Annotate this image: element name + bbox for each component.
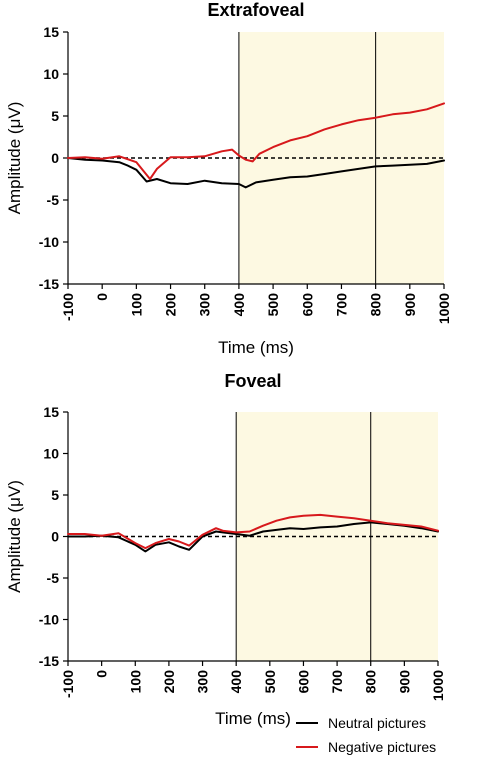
y-tick-label--15: -15 <box>39 276 59 292</box>
series-line-negative-pictures <box>67 513 439 550</box>
y-tick-label--10: -10 <box>39 612 59 628</box>
x-tick-label-1000: 1000 <box>430 670 446 701</box>
x-tick-label-0: 0 <box>94 293 110 301</box>
x-tick-label-0: 0 <box>94 670 110 678</box>
x-tick-label-100: 100 <box>127 670 143 694</box>
y-tick-label-5: 5 <box>51 487 59 503</box>
x-tick-label-300: 300 <box>197 293 213 317</box>
y-tick-label-0: 0 <box>51 150 59 166</box>
x-tick-label--100: -100 <box>60 670 76 698</box>
y-tick-label--5: -5 <box>47 570 60 586</box>
x-tick-label-900: 900 <box>396 670 412 694</box>
x-tick-label-1000: 1000 <box>436 293 452 324</box>
x-tick-label-500: 500 <box>265 293 281 317</box>
y-tick-label-10: 10 <box>43 66 59 82</box>
y-tick-label-0: 0 <box>51 529 59 545</box>
x-tick-label-800: 800 <box>363 670 379 694</box>
legend-label-negative-pictures: Negative pictures <box>328 739 436 755</box>
series-line-neutral-pictures <box>67 521 439 553</box>
y-tick-label-15: 15 <box>43 24 59 40</box>
x-tick-label-700: 700 <box>329 670 345 694</box>
x-tick-label-800: 800 <box>368 293 384 317</box>
chart-foveal: Foveal 15 10 5 0 -5 -10 -15-100 0 100 200 300 400 500… <box>5 371 446 728</box>
legend: Neutral pictures Negative pictures <box>296 715 436 755</box>
chart-title: Extrafoveal <box>207 0 304 20</box>
x-tick-label-100: 100 <box>128 293 144 317</box>
x-tick-label-600: 600 <box>299 293 315 317</box>
x-tick-label--100: -100 <box>60 293 76 321</box>
x-tick-label-700: 700 <box>333 293 349 317</box>
legend-label-neutral-pictures: Neutral pictures <box>328 715 426 731</box>
y-tick-label--5: -5 <box>47 192 60 208</box>
x-tick-label-600: 600 <box>295 670 311 694</box>
chart-title: Foveal <box>224 371 281 391</box>
y-tick-label-10: 10 <box>43 446 59 462</box>
x-tick-label-400: 400 <box>228 670 244 694</box>
x-tick-label-500: 500 <box>262 670 278 694</box>
series-line-neutral-pictures <box>67 157 445 189</box>
y-axis-label: Amplitude (μV) <box>5 102 24 215</box>
x-axis-label: Time (ms) <box>215 709 291 728</box>
y-tick-label-15: 15 <box>43 404 59 420</box>
y-tick-label--10: -10 <box>39 234 59 250</box>
y-axis-label: Amplitude (μV) <box>5 480 24 593</box>
x-tick-label-200: 200 <box>161 670 177 694</box>
chart-extrafoveal: Extrafoveal 15 10 5 0 -5 -10 -15-100 0 100 200 300 4… <box>5 0 452 357</box>
x-tick-label-900: 900 <box>402 293 418 317</box>
series-line-negative-pictures <box>67 102 445 180</box>
x-tick-label-300: 300 <box>195 670 211 694</box>
x-tick-label-200: 200 <box>163 293 179 317</box>
y-tick-label--15: -15 <box>39 653 59 669</box>
x-axis-label: Time (ms) <box>218 338 294 357</box>
y-tick-label-5: 5 <box>51 108 59 124</box>
x-tick-label-400: 400 <box>231 293 247 317</box>
